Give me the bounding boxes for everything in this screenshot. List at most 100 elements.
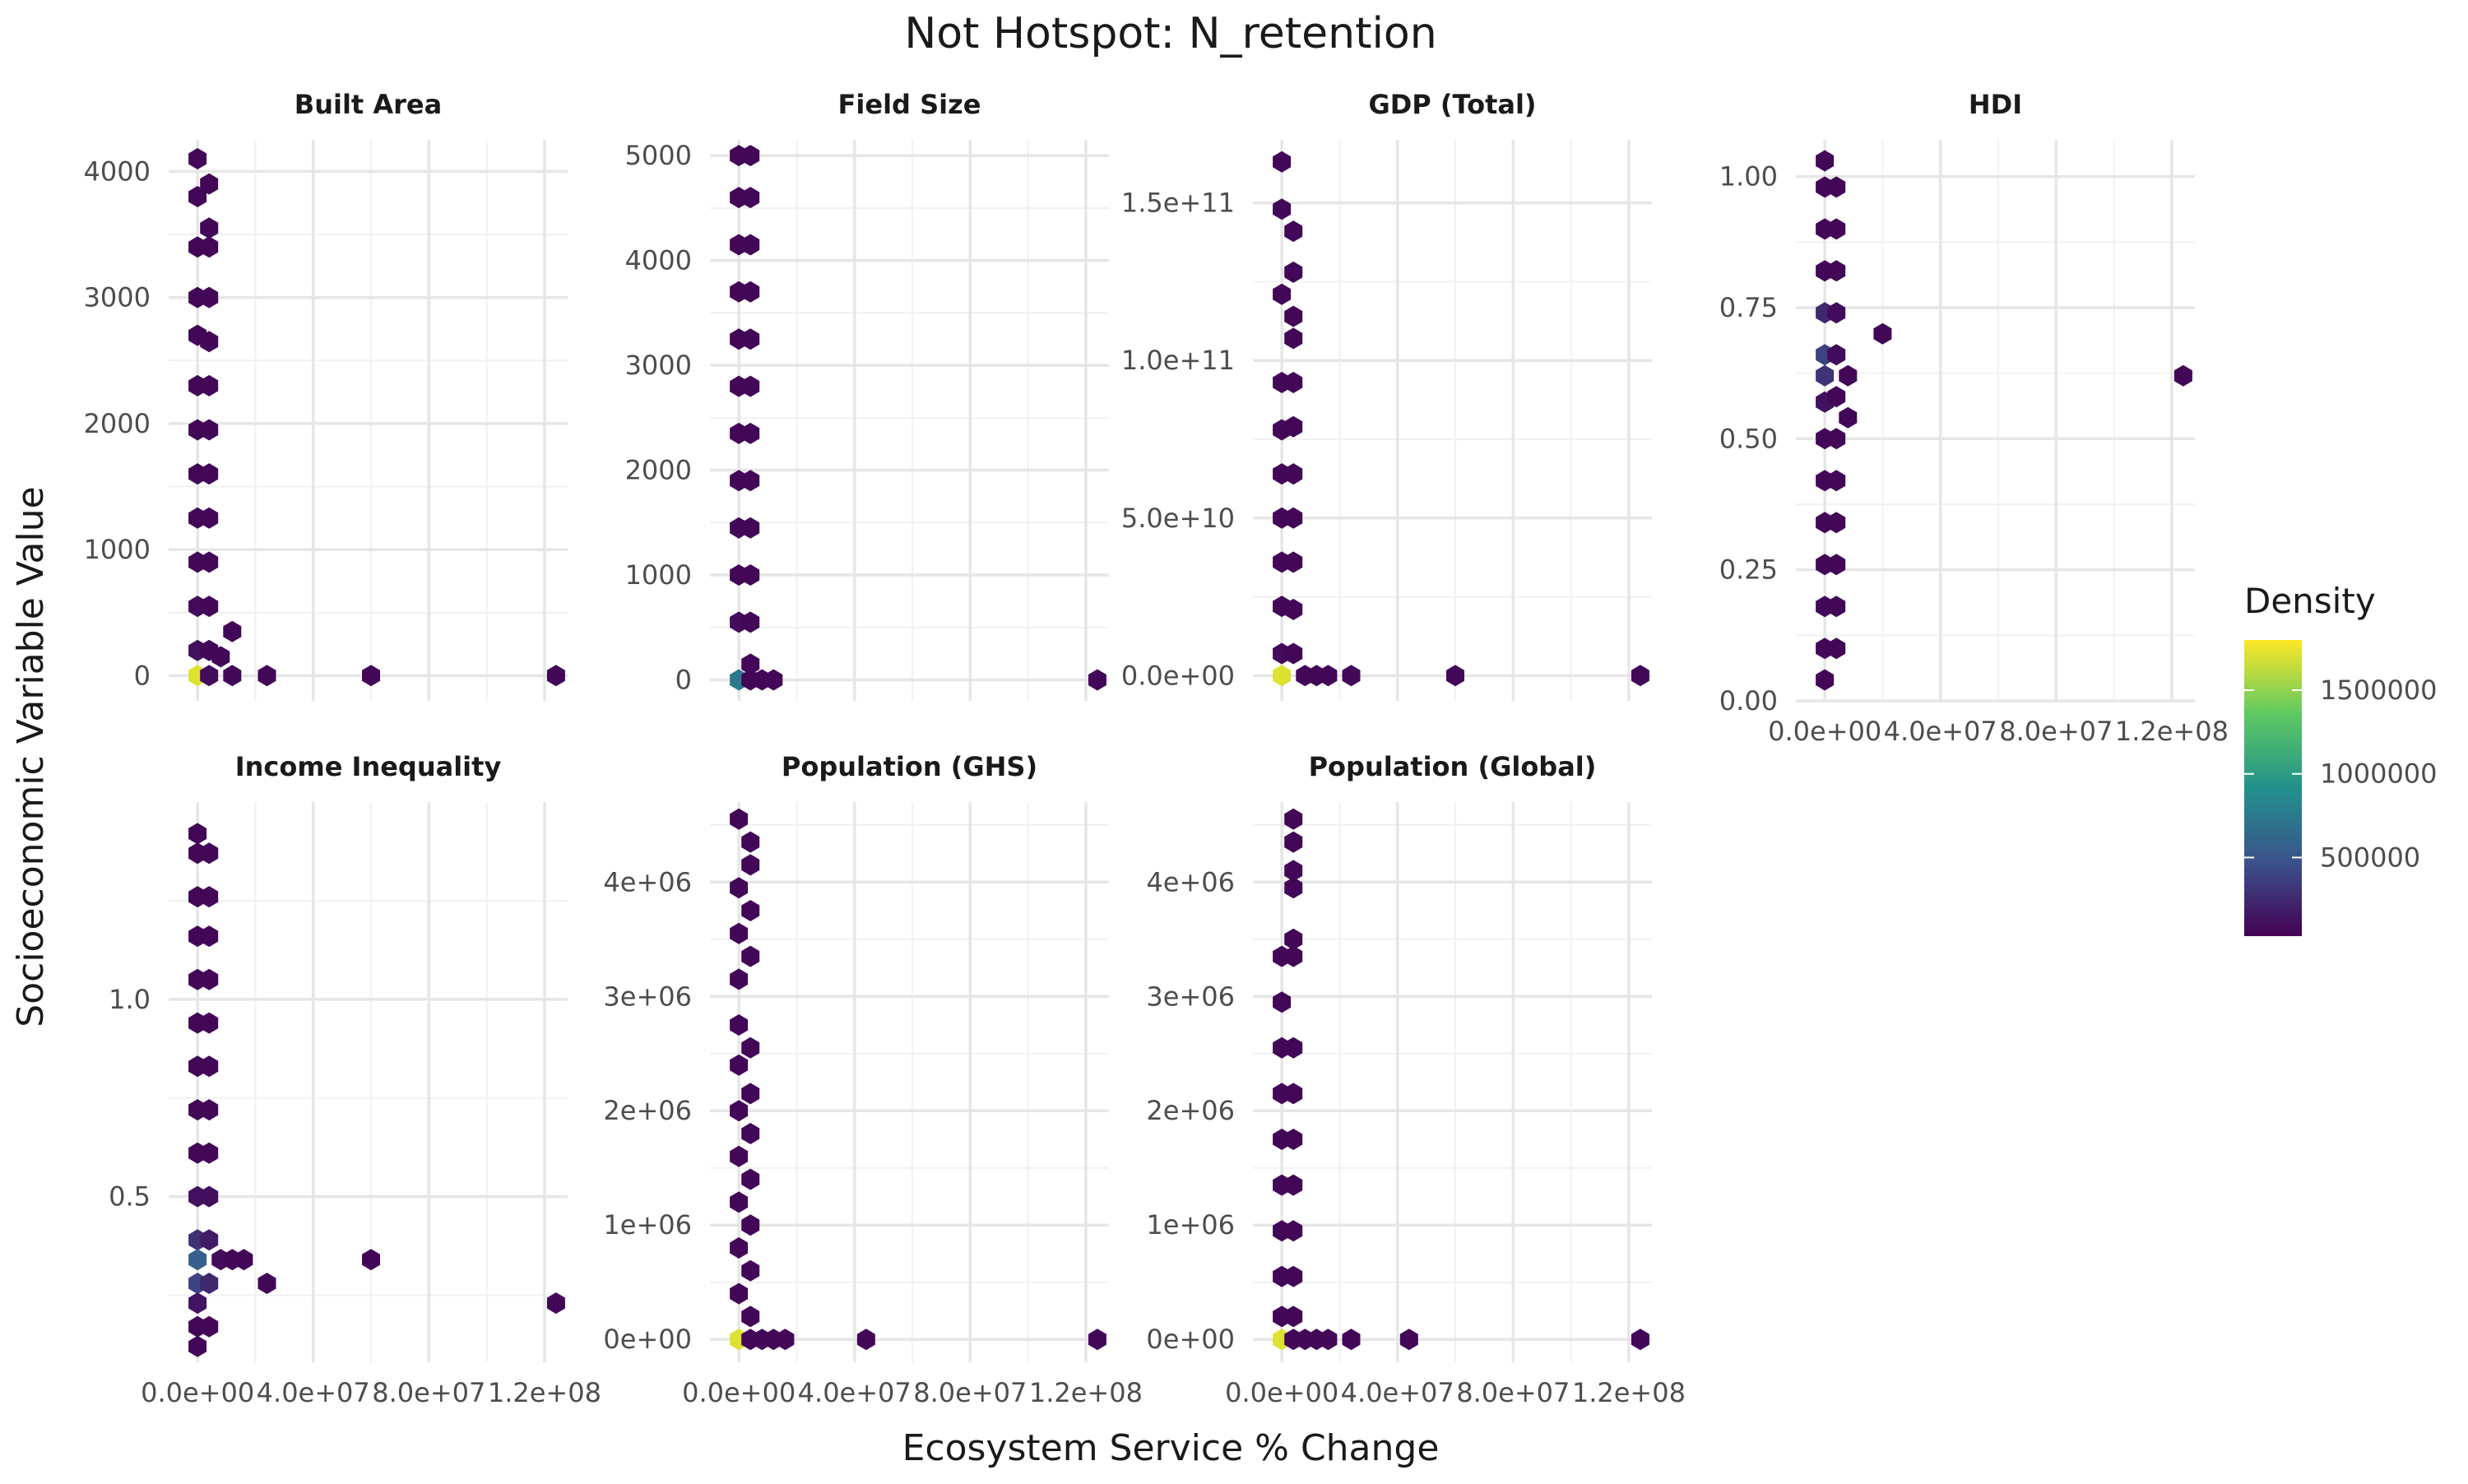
y-tick-label: 1.0e+11: [1121, 345, 1235, 376]
x-tick-label: 4.0e+07: [1341, 1377, 1454, 1408]
hexbin-cell: [200, 596, 219, 618]
hexbin-cell: [200, 1229, 219, 1251]
hexbin-cell: [741, 611, 760, 633]
hexbin-cell: [1284, 1305, 1303, 1328]
hexbin-cell: [1284, 1174, 1303, 1196]
hexbin-cell: [1284, 860, 1303, 882]
y-tick-label: 0.75: [1719, 292, 1778, 323]
hexbin-cell: [188, 148, 207, 169]
y-tick-label: 3e+06: [1146, 981, 1235, 1012]
hexbin-cell: [1342, 665, 1361, 687]
y-tick-label: 1000: [625, 559, 692, 591]
hexbin-cell: [741, 281, 760, 303]
hexbin-cell: [741, 187, 760, 209]
hexbin-cell: [730, 1014, 749, 1036]
hexbin-cell: [741, 1083, 760, 1105]
hexbin-cell: [1273, 991, 1292, 1013]
x-tick-label: 8.0e+07: [1456, 1377, 1570, 1408]
hexbin-cell: [1827, 470, 1846, 492]
panel-field-size: Field Size 0 1000 2000 3000 4000 5000: [625, 89, 1109, 701]
hexbin-cell: [741, 1305, 760, 1328]
hexbin-cell: [200, 507, 219, 529]
hexbin-cell: [730, 1145, 749, 1167]
density-legend: Density 1500000 1000000 500000: [2244, 581, 2438, 936]
y-tick-label: 1.00: [1719, 161, 1778, 192]
hexbin-cell: [1284, 877, 1303, 899]
y-tick-label: 2000: [625, 455, 692, 486]
hexbin-cell: [1284, 327, 1303, 350]
y-tick-label: 0e+00: [1146, 1324, 1235, 1355]
hexbin-cell: [730, 1191, 749, 1213]
hexbin-cell: [188, 186, 207, 207]
hexbin-cell: [200, 886, 219, 908]
y-tick-label: 1e+06: [603, 1209, 692, 1241]
hexbin-cell: [188, 1249, 207, 1271]
x-tick-label: 8.0e+07: [913, 1377, 1027, 1408]
y-tick-label: 1e+06: [1146, 1209, 1235, 1241]
hexbin-cell: [741, 831, 760, 853]
y-tick-label: 0: [134, 660, 151, 691]
hexbin-cell: [546, 665, 565, 687]
hexbin-cell: [223, 665, 242, 687]
hexbin-cell: [1319, 1329, 1338, 1351]
hexbin-cell: [1827, 428, 1846, 450]
facet-title: Income Inequality: [235, 751, 502, 782]
hexbin-cell: [257, 1273, 276, 1295]
hexbin-cell: [1284, 463, 1303, 485]
hexbin-cell: [741, 653, 760, 675]
x-tick-label: 4.0e+07: [257, 1377, 370, 1408]
y-axis-label: Socioeconomic Variable Value: [10, 486, 52, 1027]
y-tick-label: 3e+06: [603, 981, 692, 1012]
hexbin-cell: [546, 1292, 565, 1315]
hexbin-cell: [234, 1249, 253, 1271]
hexbin-cell: [1827, 512, 1846, 534]
panel-population-global: Population (Global) 0e+00 1e+06 2e+06 3e+06 4…: [1146, 751, 1686, 1408]
facet-title: Population (Global): [1309, 751, 1597, 782]
hexbin-cell: [1284, 220, 1303, 243]
x-tick-label: 0.0e+00: [1225, 1377, 1338, 1408]
hexbin-cell: [741, 328, 760, 350]
hexbin-cell: [1273, 283, 1292, 305]
hexbin-cell: [200, 968, 219, 990]
hexbin-cell: [1088, 1329, 1106, 1351]
hexbin-cell: [741, 564, 760, 586]
hexbin-cell: [362, 1249, 380, 1271]
hexbin-cell: [1284, 928, 1303, 950]
y-tick-label: 0.50: [1719, 423, 1778, 454]
hexbin-cell: [1284, 598, 1303, 620]
hexbin-cell: [1284, 808, 1303, 830]
hexbin-cell: [200, 925, 219, 948]
y-tick-label: 0: [675, 665, 692, 696]
hexbin-cell: [1827, 596, 1846, 618]
hexbin-cell: [730, 922, 749, 944]
hexbin-cell: [200, 842, 219, 865]
hexbin-cell: [1827, 638, 1846, 660]
hexbin-cell: [1284, 1129, 1303, 1150]
hexbin-cell: [741, 422, 760, 444]
y-tick-label: 1000: [84, 534, 151, 565]
chart-title: Not Hotspot: N_retention: [904, 9, 1436, 58]
hexbin-cell: [741, 1214, 760, 1236]
hexbin-cell: [1631, 665, 1649, 687]
y-tick-label: 4000: [625, 245, 692, 276]
hexbin-cell: [1827, 176, 1846, 198]
x-tick-label: 0.0e+00: [1768, 716, 1881, 747]
hexbin-cell: [1284, 372, 1303, 393]
hexbin-cell: [200, 419, 219, 441]
y-tick-label: 3000: [625, 350, 692, 381]
hexbin-cell: [200, 463, 219, 485]
hexbin-cell: [741, 900, 760, 921]
hexbin-cell: [1827, 386, 1846, 408]
facet-title: HDI: [1969, 89, 2022, 120]
hexbin-cell: [211, 646, 230, 668]
hexbin-cell: [741, 470, 760, 492]
hexbin-cell: [1342, 1329, 1361, 1351]
x-tick-label: 1.2e+08: [2115, 716, 2229, 747]
y-tick-label: 0.25: [1719, 554, 1778, 586]
hexbin-cell: [764, 669, 783, 691]
y-tick-label: 1.0: [109, 984, 151, 1015]
hexbin-cell: [200, 1185, 219, 1208]
x-tick-label: 8.0e+07: [372, 1377, 485, 1408]
